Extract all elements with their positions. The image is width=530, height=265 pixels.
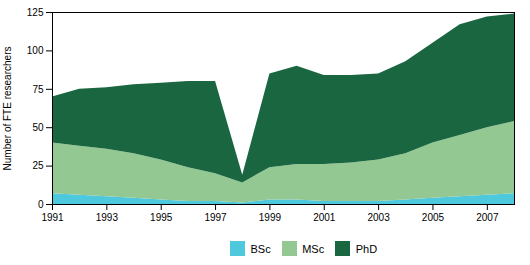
svg-text:1995: 1995: [150, 212, 173, 223]
svg-text:1999: 1999: [259, 212, 282, 223]
svg-text:125: 125: [27, 7, 44, 18]
svg-text:1991: 1991: [41, 212, 64, 223]
svg-text:2005: 2005: [422, 212, 445, 223]
svg-text:2001: 2001: [313, 212, 336, 223]
svg-text:100: 100: [27, 45, 44, 56]
svg-text:1997: 1997: [204, 212, 227, 223]
svg-text:1993: 1993: [96, 212, 119, 223]
svg-text:2007: 2007: [476, 212, 499, 223]
svg-text:0: 0: [38, 199, 44, 210]
svg-text:2003: 2003: [367, 212, 390, 223]
svg-text:Number of FTE researchers: Number of FTE researchers: [2, 47, 13, 171]
svg-text:75: 75: [32, 84, 44, 95]
svg-text:50: 50: [32, 122, 44, 133]
html-text:MSc: MSc: [302, 242, 325, 255]
svg-text:25: 25: [32, 160, 44, 171]
html-text:BSc: BSc: [250, 242, 271, 255]
html-text:PhD: PhD: [355, 242, 378, 255]
